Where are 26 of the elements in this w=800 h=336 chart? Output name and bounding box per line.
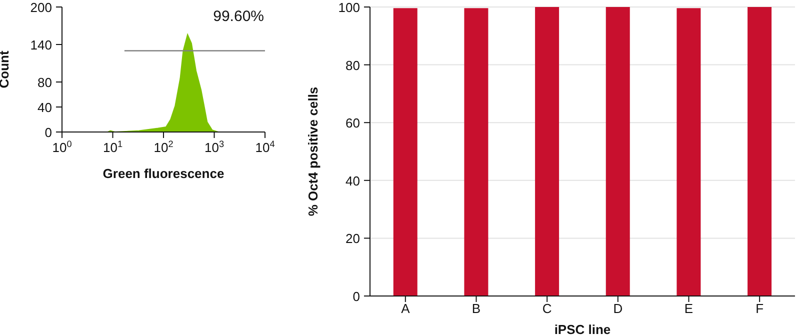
y-tick-label: 40 (38, 100, 52, 115)
x-tick-label: 10$^{3}$ (204, 139, 224, 155)
y-tick-label: 80 (346, 58, 360, 73)
annotation: 99.60% (213, 8, 264, 25)
y-axis-title: % Oct4 positive cells (306, 86, 321, 216)
x-tick-label: 10$^{0}$ (52, 139, 72, 155)
x-tick-label: E (684, 301, 694, 316)
x-tick-label: B (472, 301, 481, 316)
y-tick-label: 0 (352, 289, 360, 304)
x-tick-label: D (613, 301, 623, 316)
y-tick-label: 100 (338, 0, 360, 15)
x-tick-label: 10$^{1}$ (102, 139, 123, 155)
x-axis-title: Green fluorescence (102, 166, 224, 181)
x-tick-label: 10$^{4}$ (255, 139, 275, 155)
y-tick-label: 0 (44, 125, 52, 140)
y-tick-label: 40 (346, 173, 360, 188)
x-axis-title: iPSC line (554, 322, 611, 336)
x-tick-label: A (401, 301, 410, 316)
y-tick-label: 200 (30, 0, 52, 15)
x-tick-label: F (756, 301, 764, 316)
y-tick-label: 20 (346, 231, 360, 246)
x-tick-label: 10$^{2}$ (154, 139, 174, 155)
x-tick-label: C (542, 301, 552, 316)
y-tick-label: 60 (346, 116, 360, 131)
y-tick-label: 140 (30, 38, 52, 52)
y-tick-label: 80 (38, 75, 52, 90)
